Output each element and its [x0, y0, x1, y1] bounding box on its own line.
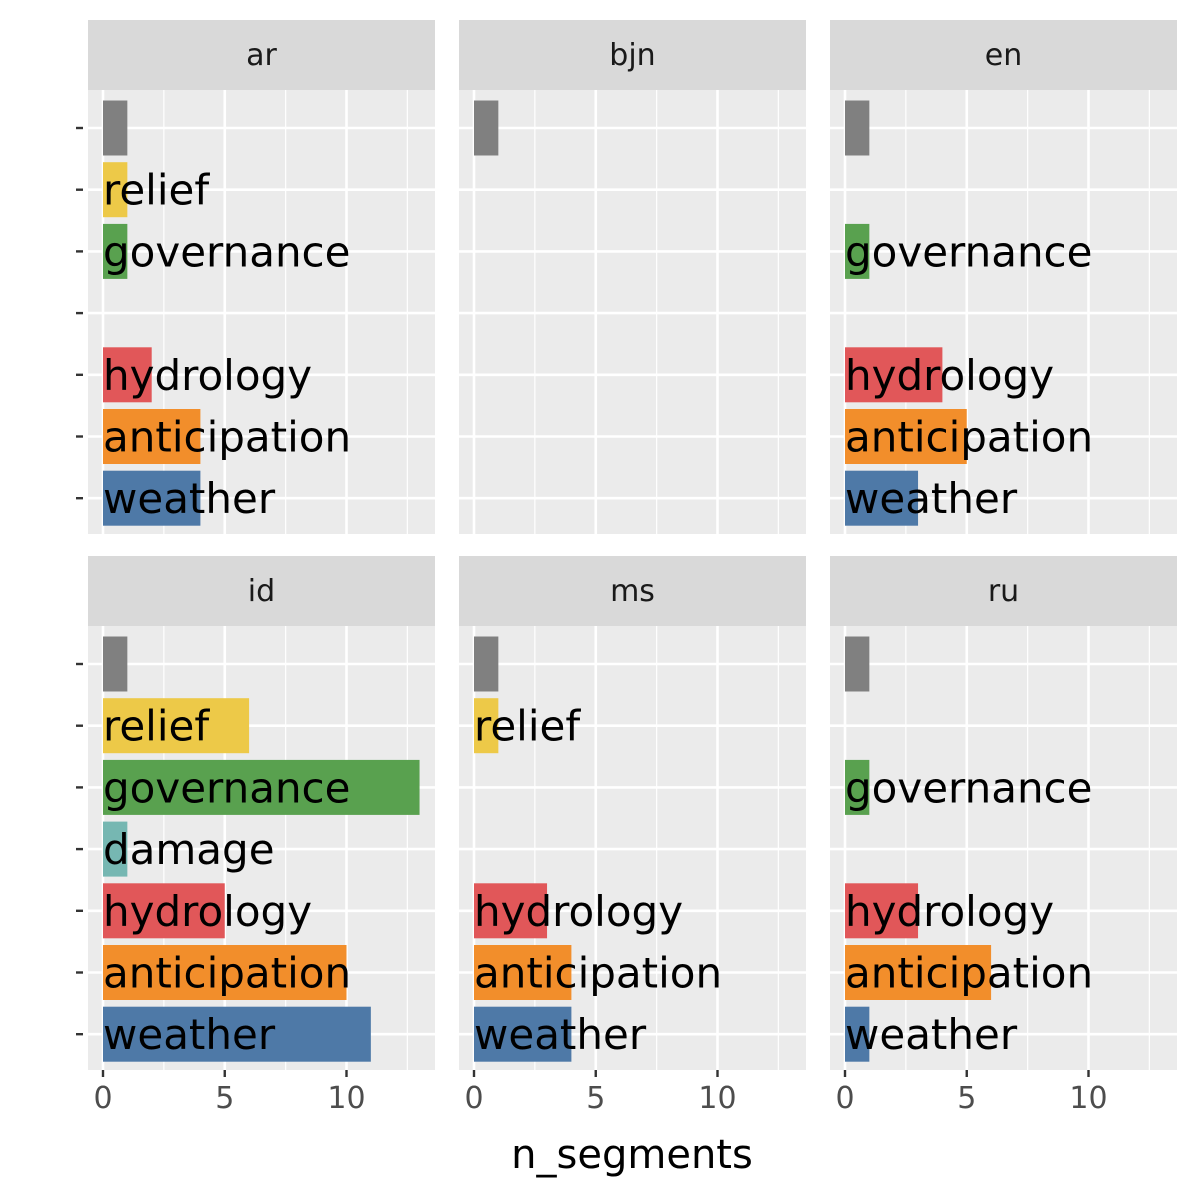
facet-panel-ru: ru governance hydrology anticipation weather…	[830, 556, 1177, 1116]
facet-strip-label: ms	[610, 574, 655, 609]
bar-weather-ru	[845, 1006, 870, 1062]
x-tick-label: 0	[464, 1081, 483, 1116]
bar-label-hydrology-ms: hydrology	[474, 887, 683, 936]
bar-label-weather-ru: weather	[845, 1010, 1018, 1059]
bar-governance-en	[845, 223, 870, 279]
x-tick-label: 5	[586, 1081, 605, 1116]
bar-unlabeled-id	[103, 636, 128, 692]
bar-anticipation-id	[103, 945, 347, 1000]
bar-hydrology-id	[103, 883, 225, 939]
bar-anticipation-ru	[845, 945, 992, 1000]
bar-hydrology-en	[845, 347, 943, 403]
bar-label-anticipation-ru: anticipation	[845, 949, 1093, 998]
bar-label-weather-ar: weather	[103, 474, 276, 523]
bar-relief-ms	[474, 698, 499, 754]
bar-unlabeled-ms	[474, 636, 499, 692]
bar-governance-ar	[103, 223, 128, 279]
bar-unlabeled-ru	[845, 636, 870, 692]
facet-strip	[88, 20, 435, 90]
facet-strip	[459, 556, 806, 626]
bar-anticipation-ms	[474, 945, 572, 1000]
bar-unlabeled-en	[845, 100, 870, 156]
bar-label-damage-id: damage	[103, 825, 275, 874]
facet-strip	[830, 556, 1177, 626]
bar-weather-en	[845, 470, 919, 526]
bar-hydrology-ms	[474, 883, 548, 939]
facet-strip-label: bjn	[609, 38, 655, 73]
x-tick-label: 10	[327, 1081, 365, 1116]
facet-strip	[88, 556, 435, 626]
bar-label-weather-ms: weather	[474, 1010, 647, 1059]
bar-label-governance-en: governance	[845, 227, 1093, 276]
bar-anticipation-en	[845, 409, 967, 464]
bar-damage-id	[103, 821, 128, 877]
x-tick-label: 5	[215, 1081, 234, 1116]
bar-label-anticipation-ms: anticipation	[474, 949, 722, 998]
bar-label-relief-id: relief	[103, 702, 210, 751]
bar-label-anticipation-en: anticipation	[845, 413, 1093, 462]
bar-label-hydrology-ru: hydrology	[845, 887, 1054, 936]
bar-unlabeled-ar	[103, 100, 128, 156]
x-tick-label: 5	[957, 1081, 976, 1116]
bar-governance-id	[103, 759, 420, 815]
x-tick-label: 10	[1069, 1081, 1107, 1116]
bar-hydrology-ar	[103, 347, 152, 403]
facet-panel-bjn: bjn	[459, 20, 806, 534]
facet-strip-label: ru	[988, 574, 1019, 609]
bar-label-governance-id: governance	[103, 763, 351, 812]
bar-label-relief-ms: relief	[474, 702, 581, 751]
facet-panel-ar: ar relief governance hydrology anticipation w…	[76, 20, 435, 534]
facet-panel-en: en governance hydrology anticipation weather	[830, 20, 1177, 534]
bar-relief-id	[103, 698, 250, 754]
x-axis-title: n_segments	[511, 1132, 753, 1178]
bar-weather-ar	[103, 470, 201, 526]
bar-label-governance-ar: governance	[103, 227, 351, 276]
facet-strip	[459, 20, 806, 90]
bar-label-hydrology-id: hydrology	[103, 887, 312, 936]
bar-label-relief-ar: relief	[103, 166, 210, 215]
x-tick-label: 10	[698, 1081, 736, 1116]
bar-label-hydrology-ar: hydrology	[103, 351, 312, 400]
bar-label-hydrology-en: hydrology	[845, 351, 1054, 400]
facet-strip	[830, 20, 1177, 90]
x-tick-label: 0	[93, 1081, 112, 1116]
facet-strip-label: en	[985, 38, 1022, 73]
bar-label-anticipation-id: anticipation	[103, 949, 351, 998]
bar-label-anticipation-ar: anticipation	[103, 413, 351, 462]
bar-unlabeled-bjn	[474, 100, 499, 156]
bar-label-weather-en: weather	[845, 474, 1018, 523]
bar-weather-ms	[474, 1006, 572, 1062]
bar-governance-ru	[845, 759, 870, 815]
facet-panels: ar relief governance hydrology anticipation w…	[76, 20, 1177, 1116]
bar-weather-id	[103, 1006, 371, 1062]
facet-panel-id: id relief governance damage hydrology anticip…	[76, 556, 435, 1116]
facet-strip-label: ar	[246, 38, 277, 73]
facet-panel-ms: ms relief hydrology anticipation weather 0 5 10	[459, 556, 806, 1116]
bar-hydrology-ru	[845, 883, 919, 939]
bar-anticipation-ar	[103, 409, 201, 464]
bar-label-weather-id: weather	[103, 1010, 276, 1059]
bar-label-governance-ru: governance	[845, 763, 1093, 812]
bar-relief-ar	[103, 162, 128, 218]
x-tick-label: 0	[835, 1081, 854, 1116]
facet-strip-label: id	[248, 574, 275, 609]
